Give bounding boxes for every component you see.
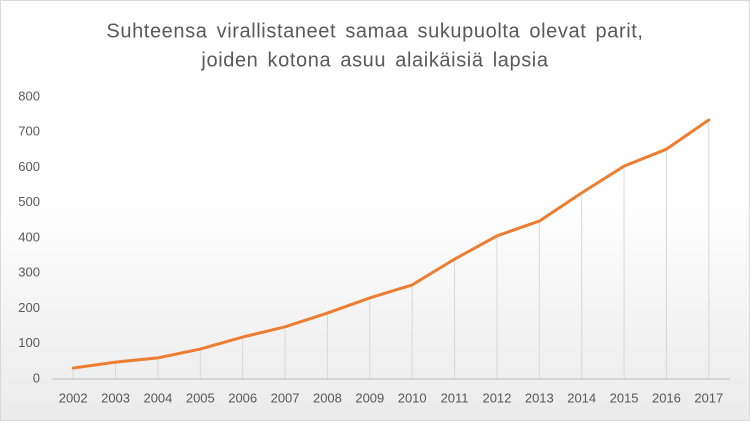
x-tick-label: 2017	[694, 390, 723, 405]
y-tick-label: 800	[18, 88, 40, 103]
data-line	[71, 118, 711, 370]
x-tick-label: 2016	[652, 390, 681, 405]
chart-title: Suhteensa virallistaneet samaa sukupuolt…	[106, 20, 643, 42]
x-tick-label: 2010	[398, 390, 427, 405]
x-tick-label: 2015	[610, 390, 639, 405]
x-tick-label: 2004	[143, 390, 172, 405]
x-tick-label: 2003	[101, 390, 130, 405]
x-tick-label: 2006	[228, 390, 257, 405]
x-tick-label: 2002	[59, 390, 88, 405]
chart-title: joiden kotona asuu alaikäisiä lapsia	[200, 49, 548, 71]
x-tick-label: 2008	[313, 390, 342, 405]
x-tick-label: 2007	[271, 390, 300, 405]
x-tick-label: 2013	[525, 390, 554, 405]
y-tick-label: 300	[18, 265, 40, 280]
y-tick-label: 700	[18, 124, 40, 139]
y-tick-label: 400	[18, 229, 40, 244]
y-tick-label: 200	[18, 300, 40, 315]
x-tick-label: 2009	[355, 390, 384, 405]
x-tick-label: 2011	[441, 390, 469, 405]
x-tick-label: 2012	[482, 390, 511, 405]
x-tick-label: 2014	[567, 390, 596, 405]
y-tick-label: 500	[18, 194, 40, 209]
x-tick-label: 2005	[186, 390, 215, 405]
y-tick-label: 100	[18, 335, 40, 350]
y-tick-label: 0	[33, 370, 40, 385]
y-tick-label: 600	[18, 159, 40, 174]
